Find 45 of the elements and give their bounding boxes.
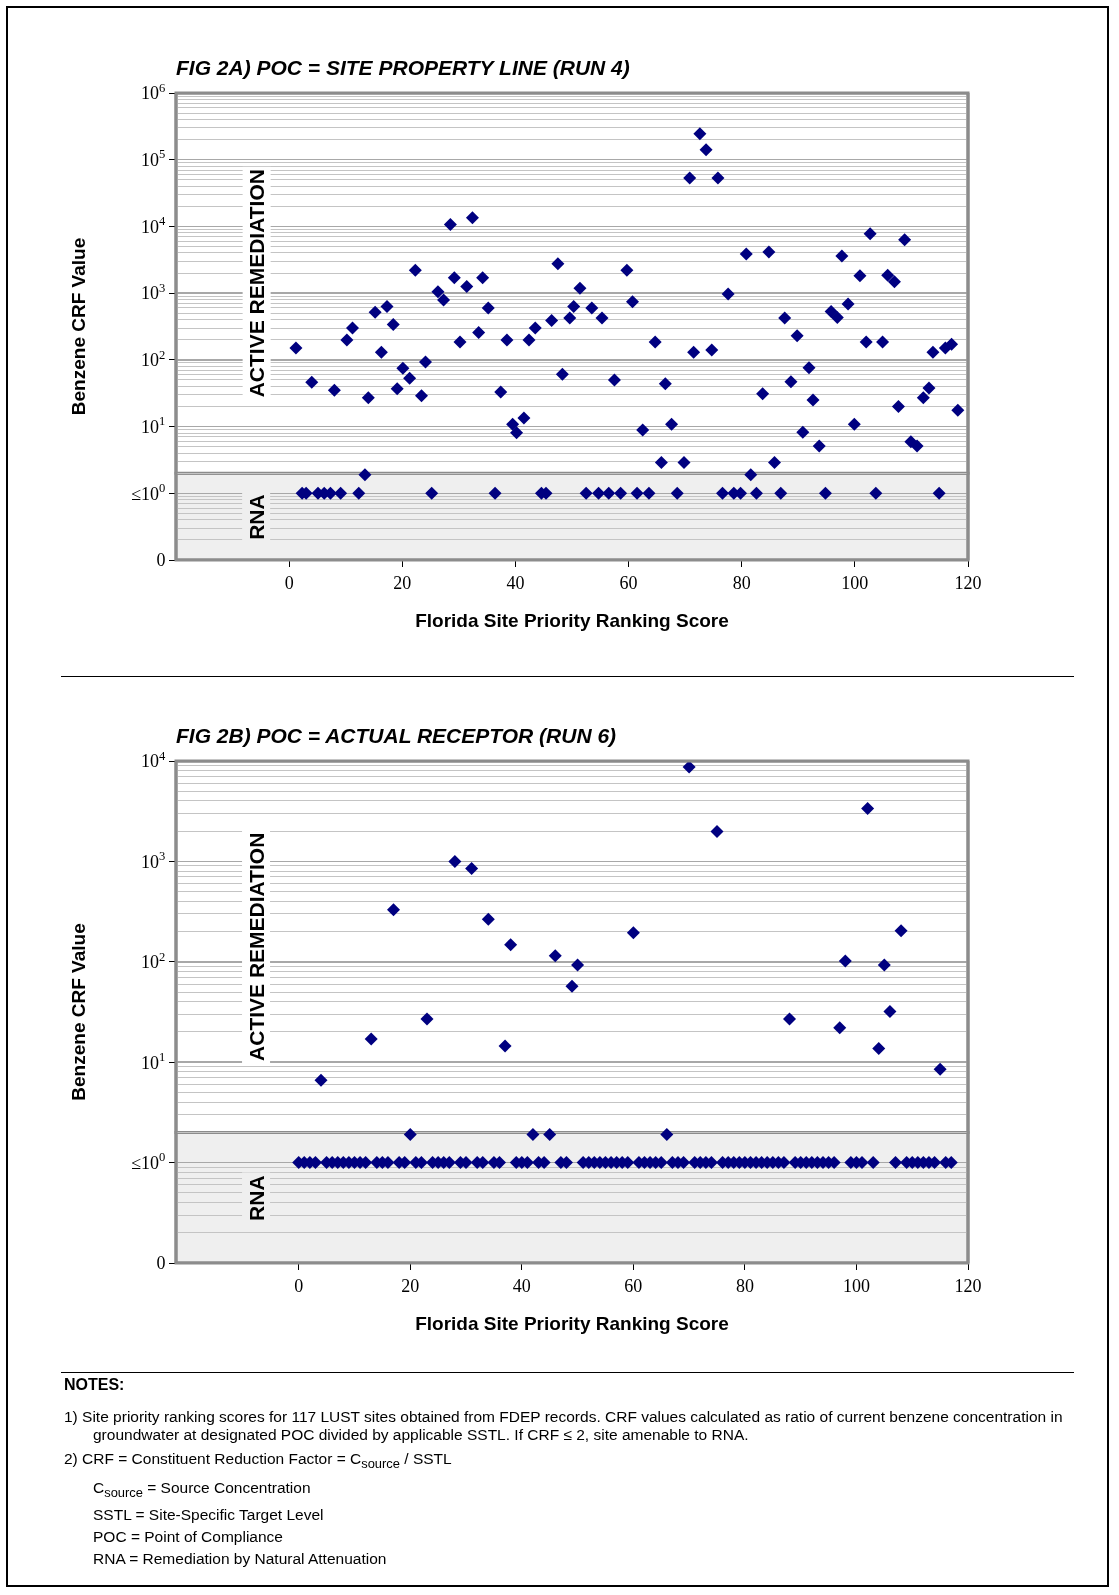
y-tick-label: 0 xyxy=(156,1253,166,1274)
y-tick-label: 10$^{4}$ xyxy=(141,748,167,772)
y-tick-label: 10$^{3}$ xyxy=(141,280,166,304)
x-tick-label: 20 xyxy=(393,572,412,593)
y-axis-title: Benzene CRF Value xyxy=(68,237,90,416)
y-tick-label: 10$^{6}$ xyxy=(141,80,166,104)
x-tick-label: 40 xyxy=(512,1275,531,1296)
chart-title: FIG 2B) POC = ACTUAL RECEPTOR (RUN 6) xyxy=(176,724,617,748)
band-label: RNA xyxy=(244,1175,268,1221)
text: POC = Point of Compliance xyxy=(93,1528,284,1547)
y-tick-label: 10$^{3}$ xyxy=(141,849,166,872)
x-tick-label: 0 xyxy=(284,572,294,593)
y-tick-label: ≤10$^{0}$ xyxy=(131,481,166,504)
x-tick-label: 100 xyxy=(841,572,869,593)
y-tick-label: 10$^{1}$ xyxy=(141,414,166,437)
x-tick-label: 100 xyxy=(842,1275,870,1296)
y-tick-label: 10$^{5}$ xyxy=(141,147,166,171)
y-axis-title: Benzene CRF Value xyxy=(68,923,90,1101)
x-axis-title: Florida Site Priority Ranking Score xyxy=(415,1313,729,1335)
x-tick-label: 120 xyxy=(954,572,982,593)
y-tick-label: 10$^{1}$ xyxy=(141,1049,166,1073)
band-label: RNA xyxy=(244,494,268,540)
x-tick-label: 80 xyxy=(735,1275,754,1296)
x-tick-label: 20 xyxy=(401,1275,420,1296)
y-tick-label: 10$^{2}$ xyxy=(141,949,166,973)
y-tick-label: ≤10$^{0}$ xyxy=(131,1150,166,1173)
x-tick-label: 80 xyxy=(732,572,751,593)
text: 2) CRF = Constituent Reduction Factor = C$_{source}$ / SSTL xyxy=(64,1450,453,1474)
x-axis-title: Florida Site Priority Ranking Score xyxy=(415,610,729,632)
text: C$_{source}$ = Source Concentration xyxy=(93,1479,312,1503)
band-label: ACTIVE REMEDIATION xyxy=(245,169,269,398)
text: NOTES: xyxy=(64,1376,126,1394)
x-tick-label: 120 xyxy=(954,1275,982,1296)
band-label: ACTIVE REMEDIATION xyxy=(244,832,268,1061)
y-tick-label: 0 xyxy=(156,550,166,571)
text: SSTL = Site-Specific Target Level xyxy=(93,1506,325,1525)
y-tick-label: 10$^{2}$ xyxy=(141,347,166,371)
x-tick-label: 60 xyxy=(624,1275,643,1296)
x-tick-label: 40 xyxy=(506,572,525,593)
chart-title: FIG 2A) POC = SITE PROPERTY LINE (RUN 4) xyxy=(176,56,630,80)
x-tick-label: 60 xyxy=(619,572,638,593)
text: 1) Site priority ranking scores for 117 LUST sites obtained from FDEP records. CRF values calculated as ratio of current benzene concentration in groundwater at designated POC divided by applicable SSTL. If CRF ≤ 2, site amenable to RNA. xyxy=(64,1408,1064,1444)
x-tick-label: 0 xyxy=(294,1275,304,1296)
text: RNA = Remediation by Natural Attenuation xyxy=(93,1550,388,1569)
y-tick-label: 10$^{4}$ xyxy=(141,214,167,237)
